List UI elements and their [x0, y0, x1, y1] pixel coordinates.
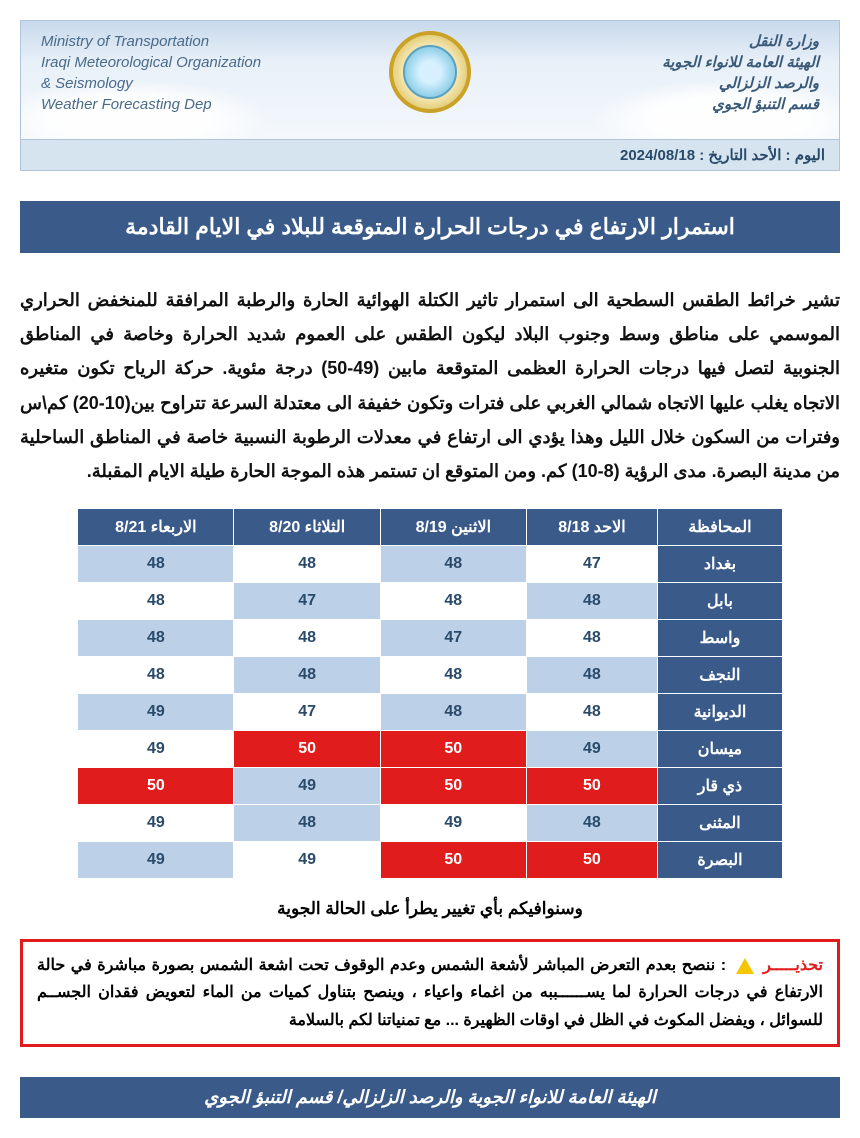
date-row: اليوم : الأحد التاريخ : 2024/08/18: [20, 140, 840, 171]
header-english: Ministry of Transportation Iraqi Meteoro…: [41, 31, 389, 115]
temp-cell: 48: [78, 583, 234, 620]
footer-bar: الهيئة العامة للانواء الجوية والرصد الزل…: [20, 1077, 840, 1118]
table-row: واسط48474848: [78, 620, 782, 657]
header-en-line1: Ministry of Transportation: [41, 31, 389, 52]
temp-cell: 47: [526, 546, 658, 583]
date-value: 2024/08/18: [620, 147, 695, 164]
table-header-row: المحافظة الاحد 8/18 الاثنين 8/19 الثلاثا…: [78, 509, 782, 546]
temp-cell: 50: [526, 768, 658, 805]
temp-cell: 48: [78, 657, 234, 694]
temp-cell: 48: [526, 657, 658, 694]
col-day-1: الاحد 8/18: [526, 509, 658, 546]
date-label: اليوم : الأحد التاريخ :: [699, 147, 825, 164]
temp-cell: 48: [526, 694, 658, 731]
governorate-name: ميسان: [658, 731, 782, 768]
temp-cell: 50: [78, 768, 234, 805]
temp-cell: 49: [78, 694, 234, 731]
header-en-line4: Weather Forecasting Dep: [41, 94, 389, 115]
temp-cell: 48: [234, 546, 381, 583]
temp-cell: 50: [381, 842, 527, 879]
temp-cell: 49: [381, 805, 527, 842]
temp-cell: 48: [381, 583, 527, 620]
header-ar-line3: والرصد الزلزالي: [471, 73, 819, 94]
logo-inner-icon: [403, 45, 457, 99]
temp-cell: 48: [78, 620, 234, 657]
table-row: بغداد47484848: [78, 546, 782, 583]
table-row: المثنى48494849: [78, 805, 782, 842]
temp-cell: 49: [78, 731, 234, 768]
col-day-3: الثلاثاء 8/20: [234, 509, 381, 546]
temp-cell: 50: [381, 768, 527, 805]
header-ar-line4: قسم التنبؤ الجوي: [471, 94, 819, 115]
temp-cell: 48: [78, 546, 234, 583]
table-row: النجف48484848: [78, 657, 782, 694]
temp-cell: 47: [234, 694, 381, 731]
table-row: ميسان49505049: [78, 731, 782, 768]
warning-triangle-icon: [736, 958, 754, 974]
temp-cell: 49: [78, 842, 234, 879]
temp-cell: 48: [526, 620, 658, 657]
governorate-name: البصرة: [658, 842, 782, 879]
page-title: استمرار الارتفاع في درجات الحرارة المتوق…: [20, 201, 840, 253]
temp-cell: 48: [234, 805, 381, 842]
col-day-2: الاثنين 8/19: [381, 509, 527, 546]
table-row: ذي قار50504950: [78, 768, 782, 805]
temp-cell: 47: [234, 583, 381, 620]
logo-icon: [389, 31, 471, 113]
followup-text: وسنوافيكم بأي تغيير يطرأ على الحالة الجو…: [20, 899, 840, 919]
temp-cell: 48: [381, 694, 527, 731]
governorate-name: بابل: [658, 583, 782, 620]
header-ar-line2: الهيئة العامة للانواء الجوية: [471, 52, 819, 73]
header-banner: وزارة النقل الهيئة العامة للانواء الجوية…: [20, 20, 840, 140]
temp-cell: 48: [526, 805, 658, 842]
temp-cell: 50: [381, 731, 527, 768]
header-arabic: وزارة النقل الهيئة العامة للانواء الجوية…: [471, 31, 819, 115]
page: وزارة النقل الهيئة العامة للانواء الجوية…: [0, 0, 860, 1138]
temp-cell: 48: [234, 620, 381, 657]
temp-cell: 47: [381, 620, 527, 657]
warning-box: تحذيـــــر : ننصح بعدم التعرض المباشر لأ…: [20, 939, 840, 1047]
temp-cell: 48: [381, 546, 527, 583]
table-row: الديوانية48484749: [78, 694, 782, 731]
table-body: بغداد47484848بابل48484748واسط48474848الن…: [78, 546, 782, 879]
forecast-paragraph: تشير خرائط الطقس السطحية الى استمرار تاث…: [20, 283, 840, 488]
table-row: بابل48484748: [78, 583, 782, 620]
temp-cell: 49: [526, 731, 658, 768]
temp-cell: 48: [526, 583, 658, 620]
governorate-name: واسط: [658, 620, 782, 657]
temp-cell: 48: [381, 657, 527, 694]
temp-cell: 50: [526, 842, 658, 879]
temp-cell: 49: [234, 842, 381, 879]
col-day-4: الاربعاء 8/21: [78, 509, 234, 546]
warning-text: : ننصح بعدم التعرض المباشر لأشعة الشمس و…: [37, 957, 823, 1028]
header-en-line3: & Seismology: [41, 73, 389, 94]
temp-cell: 50: [234, 731, 381, 768]
header-en-line2: Iraqi Meteorological Organization: [41, 52, 389, 73]
temp-cell: 49: [78, 805, 234, 842]
temp-cell: 48: [234, 657, 381, 694]
governorate-name: الديوانية: [658, 694, 782, 731]
governorate-name: المثنى: [658, 805, 782, 842]
governorate-name: بغداد: [658, 546, 782, 583]
governorate-name: ذي قار: [658, 768, 782, 805]
col-governorate: المحافظة: [658, 509, 782, 546]
governorate-name: النجف: [658, 657, 782, 694]
header-ar-line1: وزارة النقل: [471, 31, 819, 52]
forecast-table: المحافظة الاحد 8/18 الاثنين 8/19 الثلاثا…: [77, 508, 782, 879]
logo-wrap: [389, 31, 471, 113]
warning-label: تحذيـــــر: [763, 957, 823, 974]
table-row: البصرة50504949: [78, 842, 782, 879]
temp-cell: 49: [234, 768, 381, 805]
